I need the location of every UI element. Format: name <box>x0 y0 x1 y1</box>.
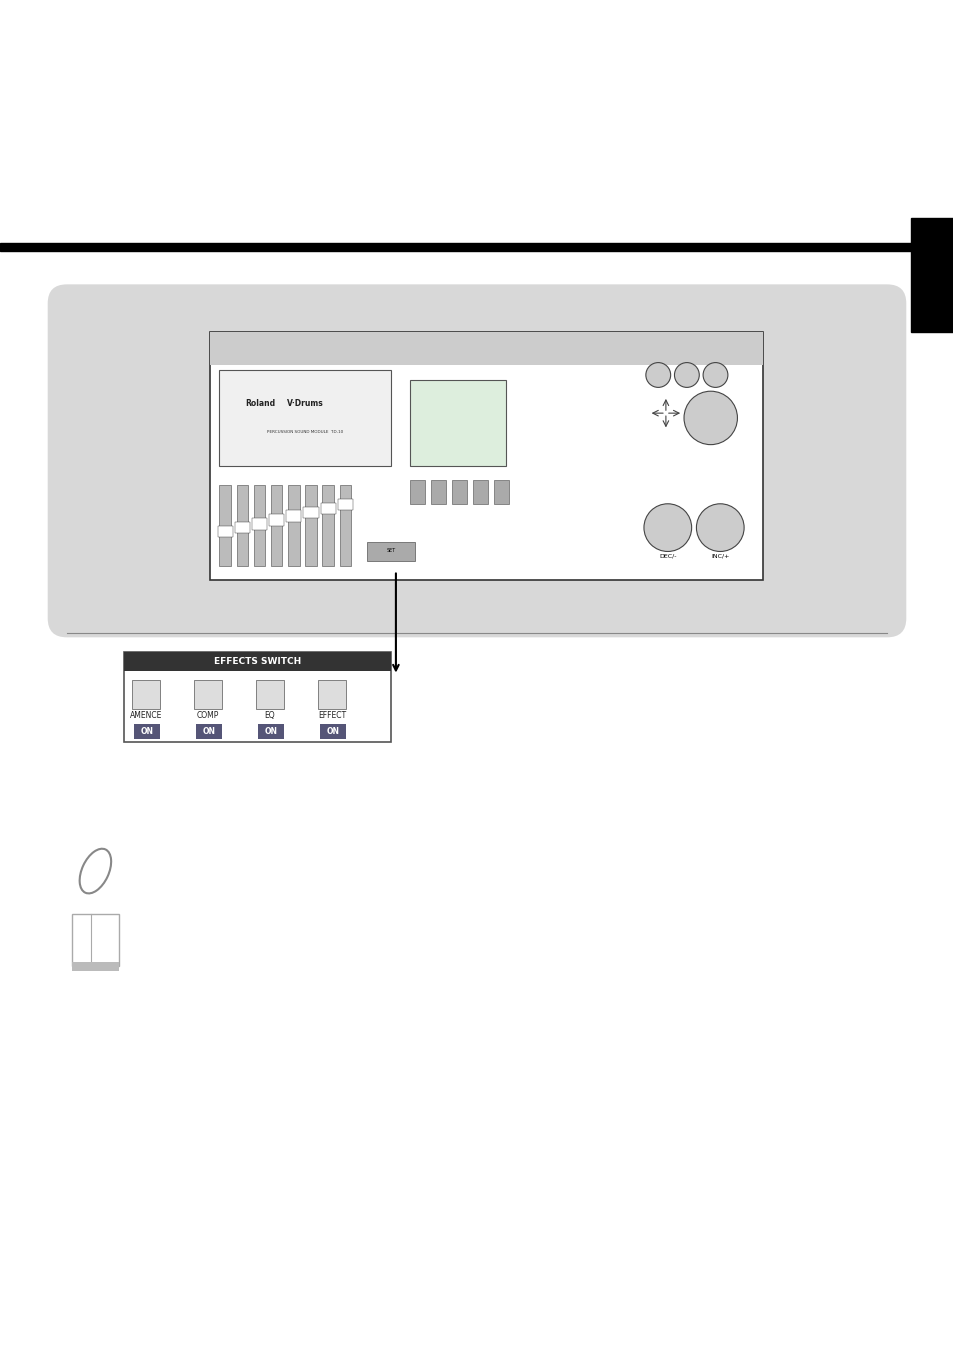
Bar <box>452 480 467 504</box>
Text: PERCUSSION SOUND MODULE  TD-10: PERCUSSION SOUND MODULE TD-10 <box>267 430 343 434</box>
Bar <box>219 370 391 466</box>
Text: DEC/-: DEC/- <box>659 554 676 559</box>
Bar <box>132 681 160 709</box>
Bar <box>286 511 301 521</box>
Bar <box>320 503 335 515</box>
Bar <box>133 724 160 739</box>
Bar <box>303 507 318 517</box>
Text: ON: ON <box>140 727 153 736</box>
Bar <box>217 526 233 538</box>
Bar <box>193 681 222 709</box>
Bar <box>271 485 282 566</box>
Bar <box>253 485 265 566</box>
Bar <box>337 499 353 511</box>
Bar <box>195 724 222 739</box>
Bar <box>236 485 248 566</box>
Bar <box>431 480 446 504</box>
Bar <box>210 332 762 366</box>
Circle shape <box>645 362 670 388</box>
Bar <box>219 485 231 566</box>
Bar <box>288 485 299 566</box>
Bar <box>410 380 505 466</box>
Bar <box>910 218 953 332</box>
Text: INC/+: INC/+ <box>710 554 729 559</box>
Bar <box>494 480 509 504</box>
Bar <box>0 243 910 251</box>
Text: V·Drums: V·Drums <box>287 399 323 408</box>
Bar <box>305 485 316 566</box>
FancyBboxPatch shape <box>48 284 905 638</box>
Bar <box>322 485 334 566</box>
Bar <box>255 681 284 709</box>
Circle shape <box>696 504 743 551</box>
Text: SET: SET <box>386 549 395 553</box>
Ellipse shape <box>79 848 112 893</box>
Text: ON: ON <box>264 727 277 736</box>
Circle shape <box>674 362 699 388</box>
Bar <box>71 915 119 966</box>
Text: AMENCE: AMENCE <box>130 711 162 720</box>
Bar <box>339 485 351 566</box>
Bar <box>317 681 346 709</box>
Bar <box>124 651 391 670</box>
Bar <box>269 515 284 526</box>
Bar <box>319 724 346 739</box>
Bar <box>210 332 762 580</box>
Text: EQ: EQ <box>264 711 275 720</box>
Text: COMP: COMP <box>196 711 219 720</box>
Bar <box>410 480 425 504</box>
Text: EFFECT: EFFECT <box>317 711 346 720</box>
Bar <box>124 651 391 742</box>
Circle shape <box>643 504 691 551</box>
Bar <box>252 517 267 530</box>
Circle shape <box>702 362 727 388</box>
Text: EFFECTS SWITCH: EFFECTS SWITCH <box>213 657 301 666</box>
Text: ON: ON <box>326 727 339 736</box>
Text: Roland: Roland <box>245 399 275 408</box>
Bar <box>71 962 119 971</box>
Bar <box>257 724 284 739</box>
Text: ON: ON <box>202 727 215 736</box>
Bar <box>234 521 250 534</box>
Circle shape <box>683 392 737 444</box>
Bar <box>473 480 488 504</box>
Bar <box>367 542 415 561</box>
